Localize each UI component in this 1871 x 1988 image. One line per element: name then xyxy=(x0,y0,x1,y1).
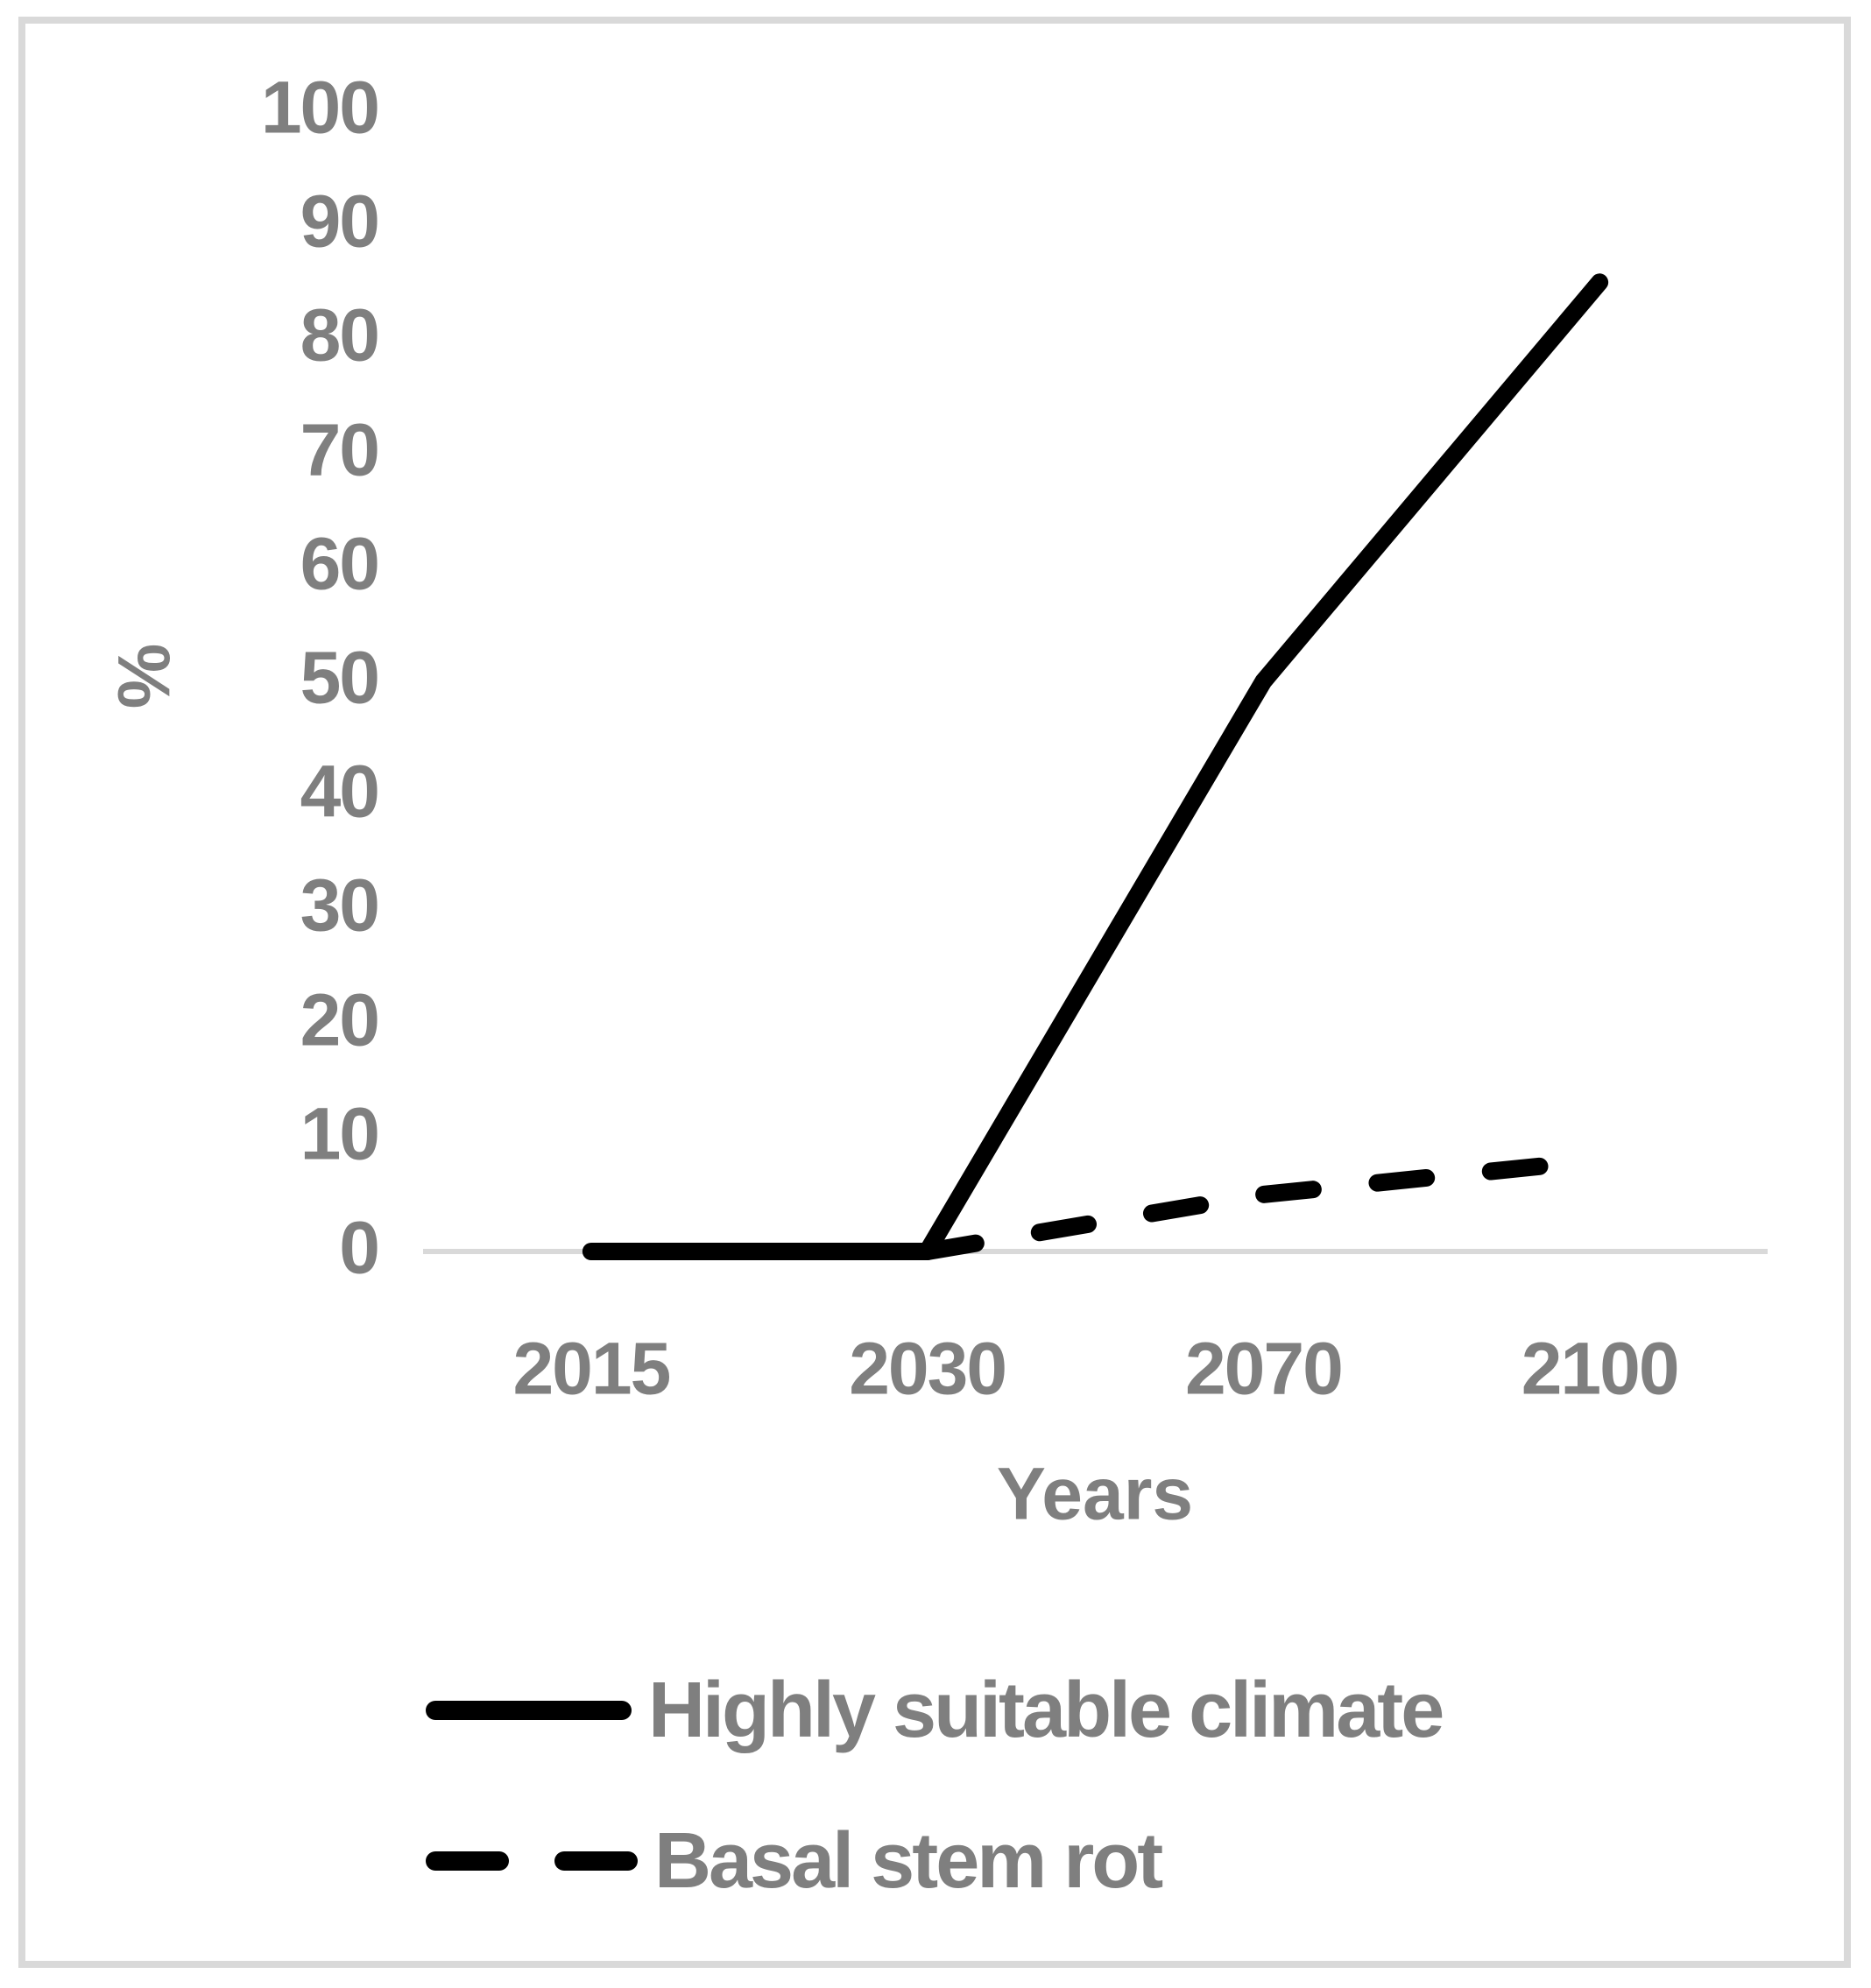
legend-item-basal-stem-rot: Basal stem rot xyxy=(426,1808,1163,1914)
y-tick-label: 0 xyxy=(339,1206,380,1289)
y-tick-label: 70 xyxy=(300,408,380,491)
x-tick-label: 2015 xyxy=(512,1327,671,1410)
legend-label: Highly suitable climate xyxy=(648,1666,1444,1754)
legend-dash-icon xyxy=(426,1851,509,1871)
series-line-highly-suitable-climate xyxy=(582,273,1609,1260)
frame-border xyxy=(18,17,1851,1968)
legend-dashed-line-sample xyxy=(426,1851,638,1871)
x-tick-label: 2030 xyxy=(849,1327,1007,1410)
y-tick-label: 40 xyxy=(300,750,380,833)
y-tick-label: 80 xyxy=(300,294,380,377)
y-tick-label: 30 xyxy=(300,864,380,948)
legend-solid-line-sample xyxy=(426,1701,632,1720)
legend-label: Basal stem rot xyxy=(654,1816,1163,1905)
y-tick-label: 20 xyxy=(300,978,380,1061)
y-axis-title: % xyxy=(102,643,186,709)
series-line-basal-stem-rot xyxy=(918,1151,1609,1260)
legend-item-highly-suitable-climate: Highly suitable climate xyxy=(426,1658,1444,1763)
x-axis-title: Years xyxy=(996,1452,1194,1535)
x-tick-label: 2070 xyxy=(1184,1327,1344,1410)
y-tick-label: 100 xyxy=(260,66,380,149)
y-tick-label: 60 xyxy=(300,522,380,605)
y-tick-label: 50 xyxy=(300,636,380,719)
y-tick-label: 10 xyxy=(300,1092,380,1175)
x-tick-label: 2100 xyxy=(1521,1327,1680,1410)
y-tick-label: 90 xyxy=(300,180,380,263)
legend-dash-icon xyxy=(554,1851,638,1871)
